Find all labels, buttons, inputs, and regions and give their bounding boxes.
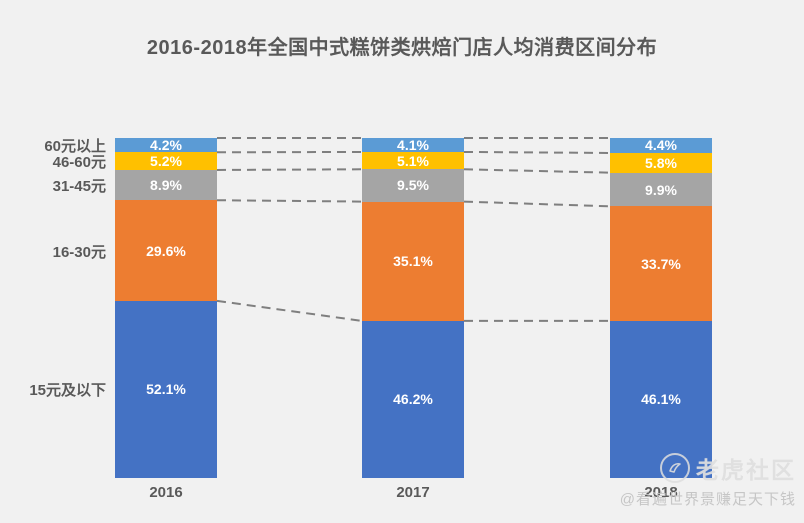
segment-value-label: 8.9% bbox=[150, 177, 182, 194]
bar-segment-16-30元: 33.7% bbox=[610, 206, 712, 321]
bar-segment-46-60元: 5.8% bbox=[610, 152, 712, 173]
segment-value-label: 46.1% bbox=[641, 391, 681, 408]
bar-segment-16-30元: 29.6% bbox=[115, 200, 217, 301]
series-connector-line bbox=[216, 299, 363, 322]
segment-value-label: 9.5% bbox=[397, 177, 429, 194]
bar-segment-31-45元: 8.9% bbox=[115, 169, 217, 201]
bar-segment-46-60元: 5.2% bbox=[115, 152, 217, 170]
segment-value-label: 9.9% bbox=[645, 181, 677, 198]
segment-value-label: 33.7% bbox=[641, 255, 681, 272]
stacked-bar-2017: 4.1% 5.1% 9.5% 35.1% 46.2% bbox=[362, 138, 464, 478]
segment-value-label: 52.1% bbox=[146, 381, 186, 398]
segment-value-label: 46.2% bbox=[393, 391, 433, 408]
category-label-16-30元: 16-30元 bbox=[52, 243, 106, 261]
stacked-bar-2016: 4.2% 5.2% 8.9% 29.6% 52.1% bbox=[115, 138, 217, 478]
bar-segment-46-60元: 5.1% bbox=[362, 151, 464, 170]
bar-segment-60元以上: 4.2% bbox=[115, 137, 217, 154]
bar-segment-15元及以下: 46.1% bbox=[610, 320, 712, 478]
segment-value-label: 29.6% bbox=[146, 242, 186, 259]
category-label-31-45元: 31-45元 bbox=[52, 178, 106, 196]
segment-value-label: 4.2% bbox=[150, 137, 182, 154]
chart-title: 2016-2018年全国中式糕饼类烘焙门店人均消费区间分布 bbox=[146, 37, 658, 59]
series-connector-line bbox=[463, 150, 611, 154]
bar-segment-16-30元: 35.1% bbox=[362, 201, 464, 321]
x-axis-label-2017: 2017 bbox=[396, 484, 430, 501]
segment-value-label: 5.2% bbox=[150, 153, 182, 170]
bar-segment-60元以上: 4.1% bbox=[362, 138, 464, 152]
category-label-46-60元: 46-60元 bbox=[52, 154, 106, 172]
bar-segment-31-45元: 9.9% bbox=[610, 172, 712, 207]
segment-value-label: 5.8% bbox=[645, 154, 677, 171]
category-label-60元以上: 60元以上 bbox=[44, 138, 106, 156]
x-axis-label-2018: 2018 bbox=[644, 484, 678, 501]
bar-segment-31-45元: 9.5% bbox=[362, 169, 464, 202]
series-connector-line bbox=[216, 168, 363, 171]
series-connector-line bbox=[463, 168, 611, 174]
series-connector-line bbox=[216, 199, 363, 203]
category-label-15元及以下: 15元及以下 bbox=[29, 382, 106, 400]
segment-value-label: 4.1% bbox=[397, 136, 429, 153]
bar-segment-15元及以下: 46.2% bbox=[362, 320, 464, 478]
segment-value-label: 35.1% bbox=[393, 253, 433, 270]
series-connector-line bbox=[463, 200, 611, 208]
stacked-bar-2018: 4.4% 5.8% 9.9% 33.7% 46.1% bbox=[610, 138, 712, 478]
segment-value-label: 5.1% bbox=[397, 152, 429, 169]
bar-segment-15元及以下: 52.1% bbox=[115, 300, 217, 478]
segment-value-label: 4.4% bbox=[645, 137, 677, 154]
x-axis-label-2016: 2016 bbox=[149, 484, 183, 501]
bar-segment-60元以上: 4.4% bbox=[610, 138, 712, 153]
